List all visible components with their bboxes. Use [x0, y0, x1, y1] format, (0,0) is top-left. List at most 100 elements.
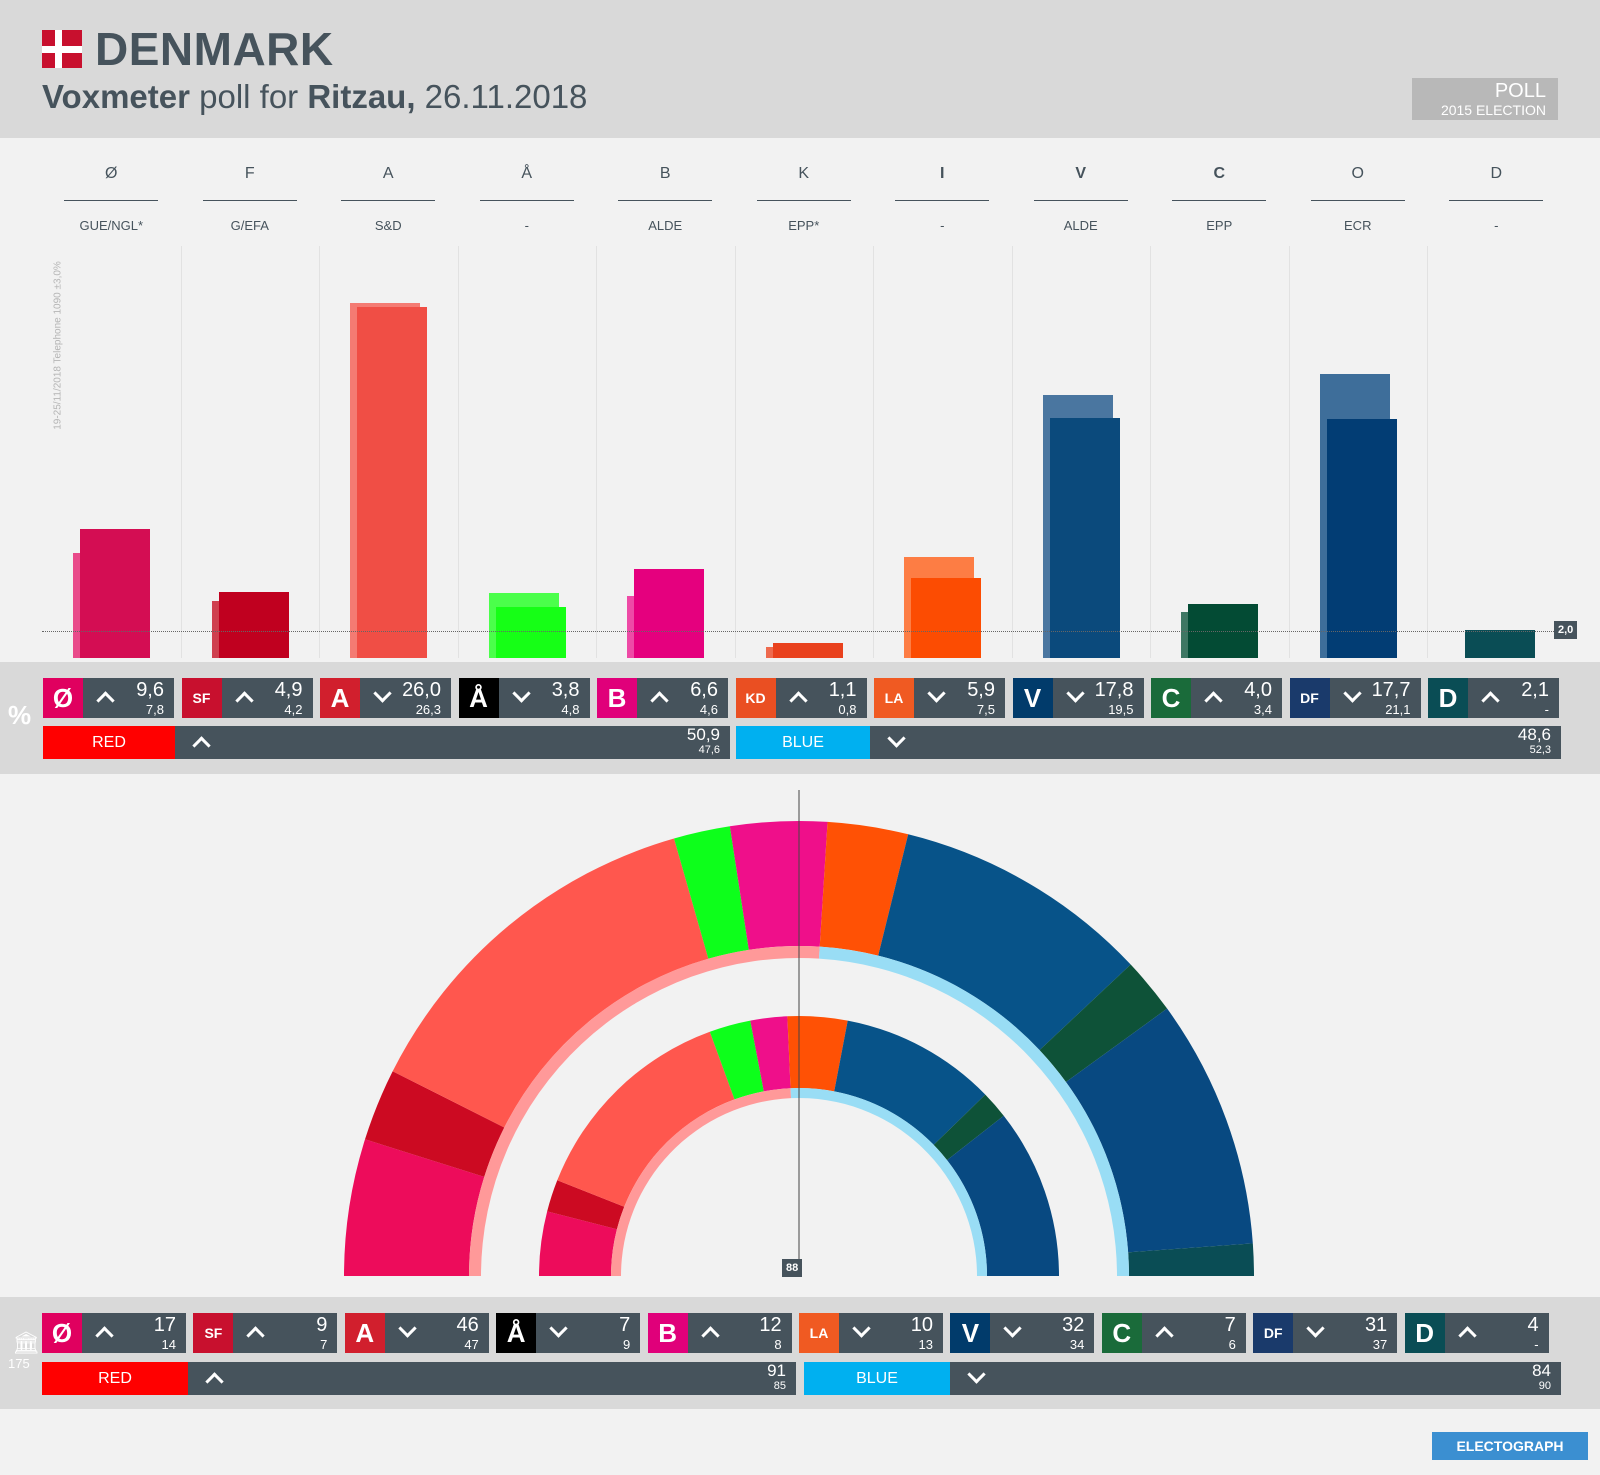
blue-block-label: BLUE — [736, 726, 870, 759]
party-logo-icon: LA — [874, 678, 914, 718]
party-prev-value: 26,3 — [415, 702, 441, 717]
blue-block-value: 84 — [1532, 1361, 1551, 1380]
party-prev-value: 19,5 — [1108, 702, 1134, 717]
party-value: 32 — [1062, 1314, 1085, 1336]
red-block-prev: 47,6 — [698, 744, 720, 756]
inner-seg-4 — [750, 1016, 791, 1092]
column-separator — [596, 246, 597, 658]
party-value: 31 — [1364, 1314, 1388, 1336]
party-letter-9: O — [1351, 165, 1364, 182]
inner-seg-6 — [834, 1020, 986, 1145]
party-cell: KD 1,1 0,8 — [735, 678, 867, 718]
red-block-value: 91 — [767, 1361, 786, 1380]
party-group-8: EPP — [1206, 218, 1233, 233]
chevron-down-icon — [398, 1319, 417, 1338]
party-prev-value: 34 — [1069, 1337, 1085, 1352]
poll-badge: POLL 2015 ELECTION — [1412, 78, 1558, 120]
party-letter-8: C — [1213, 165, 1226, 182]
party-logo-icon: D — [1428, 678, 1468, 718]
bar-poll-0 — [80, 528, 151, 658]
party-value: 26,0 — [402, 679, 441, 701]
column-separator — [873, 246, 874, 658]
column-separator — [457, 246, 459, 658]
chevron-up-icon — [246, 1326, 266, 1345]
party-cell: SF 9 7 — [193, 1313, 338, 1353]
majority-label: 88 — [782, 1259, 803, 1277]
bar-poll-8 — [1188, 604, 1259, 658]
party-logo-icon: Ø — [43, 678, 83, 718]
party-cell: V 17,8 19,5 — [1012, 678, 1144, 718]
poll-date: 26.11.2018 — [415, 78, 588, 115]
column-separator — [1150, 246, 1151, 658]
party-cell: D 4- — [1404, 1313, 1549, 1353]
red-block-value: 50,9 — [686, 725, 720, 744]
party-prev-value: 47 — [464, 1337, 479, 1352]
chevron-down-icon — [887, 729, 906, 748]
party-cell: B 12 8 — [647, 1313, 792, 1353]
party-prev-value: - — [1544, 702, 1549, 717]
party-prev-value: - — [1534, 1337, 1539, 1352]
party-cell: Ø 17 14 — [42, 1313, 186, 1353]
party-value: 7 — [1224, 1314, 1236, 1336]
pollster-name: Voxmeter — [42, 78, 190, 115]
blue-block-bar: BLUE 48,6 52,3 — [736, 725, 1561, 759]
party-letter-2: A — [382, 165, 394, 182]
badge-election: 2015 ELECTION — [1440, 102, 1546, 118]
party-group-9: ECR — [1344, 218, 1372, 233]
party-divider — [756, 200, 851, 201]
party-letter-5: K — [798, 165, 810, 182]
bar-poll-10 — [1465, 629, 1536, 658]
client-name: Ritzau, — [307, 78, 416, 115]
party-prev-value: 13 — [918, 1337, 933, 1352]
subtitle-mid: poll for — [189, 78, 308, 115]
party-logo-icon: SF — [181, 678, 222, 718]
party-logo-icon: DF — [1253, 1313, 1294, 1353]
party-logo-icon: D — [1404, 1313, 1445, 1353]
party-divider — [1172, 200, 1267, 201]
party-value: 9,6 — [136, 679, 164, 701]
chevron-up-icon — [650, 691, 669, 710]
blue-block-prev: 52,3 — [1529, 744, 1551, 756]
bar-poll-3 — [495, 606, 566, 658]
inner-seg-2 — [557, 1031, 735, 1207]
party-logo-icon: V — [1012, 678, 1053, 718]
party-letter-3: Å — [521, 165, 533, 182]
party-cell: A 26,0 26,3 — [320, 678, 451, 718]
chevron-down-icon — [1342, 684, 1362, 703]
party-prev-value: 4,2 — [284, 702, 303, 717]
column-separator — [180, 246, 182, 658]
red-block-label: RED — [42, 1362, 188, 1395]
parliament-icon: 🏛 — [12, 1330, 40, 1355]
red-block-prev: 85 — [773, 1380, 786, 1392]
party-prev-value: 37 — [1372, 1337, 1388, 1352]
column-separator — [1011, 246, 1013, 658]
chevron-down-icon — [927, 684, 946, 703]
country-title: DENMARK — [95, 23, 334, 75]
party-value: 17,8 — [1094, 679, 1134, 701]
party-logo-icon: C — [1151, 678, 1191, 718]
party-cell: Ø 9,6 7,8 — [43, 678, 174, 718]
party-cell: V 32 34 — [950, 1313, 1095, 1353]
badge-poll: POLL — [1494, 80, 1546, 102]
chevron-down-icon — [373, 684, 392, 703]
inner-seg-1 — [547, 1180, 625, 1230]
party-value: 2,1 — [1521, 679, 1549, 701]
party-letter-0: Ø — [105, 165, 118, 182]
chevron-up-icon — [1481, 691, 1500, 710]
blue-block-bar: BLUE 84 90 — [804, 1361, 1561, 1395]
electograph-logo[interactable]: ELECTOGRAPH — [1432, 1432, 1588, 1460]
party-divider — [341, 200, 436, 201]
party-divider — [895, 200, 990, 201]
red-block-bar: RED 91 85 — [42, 1361, 796, 1395]
party-value: 3,8 — [551, 679, 580, 701]
chevron-up-icon — [700, 1326, 720, 1345]
chevron-up-icon — [1155, 1326, 1174, 1345]
chevron-down-icon — [852, 1319, 871, 1338]
party-cell: LA 10 13 — [799, 1313, 943, 1353]
party-prev-value: 4,6 — [699, 702, 718, 717]
party-logo-icon: Ø — [42, 1313, 82, 1353]
bar-poll-2 — [357, 307, 428, 658]
party-prev-value: 0,8 — [838, 702, 857, 717]
party-letter-1: F — [244, 165, 255, 182]
